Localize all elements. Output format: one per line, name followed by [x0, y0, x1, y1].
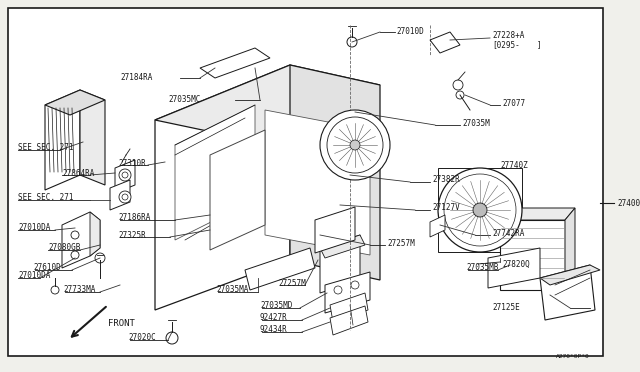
Polygon shape	[488, 248, 540, 288]
Text: 27184RA: 27184RA	[120, 74, 152, 83]
Text: 27077: 27077	[502, 99, 525, 109]
Polygon shape	[438, 168, 522, 252]
Polygon shape	[500, 220, 565, 290]
Text: SEE SEC. 271: SEE SEC. 271	[18, 144, 74, 153]
Polygon shape	[45, 90, 80, 190]
Text: 27228+A: 27228+A	[492, 32, 524, 41]
Text: 27820Q: 27820Q	[502, 260, 530, 269]
Text: 27733MA: 27733MA	[63, 285, 95, 295]
Polygon shape	[430, 215, 445, 237]
Text: SEE SEC. 271: SEE SEC. 271	[18, 193, 74, 202]
Polygon shape	[325, 272, 370, 313]
Circle shape	[119, 191, 131, 203]
Text: 27610D: 27610D	[33, 263, 61, 273]
Polygon shape	[155, 65, 290, 310]
Polygon shape	[565, 208, 575, 290]
Text: 27186RA: 27186RA	[118, 214, 150, 222]
Text: [0295-: [0295-	[492, 41, 520, 49]
Polygon shape	[265, 110, 370, 255]
Circle shape	[438, 168, 522, 252]
Circle shape	[327, 117, 383, 173]
Polygon shape	[80, 90, 105, 185]
Text: 27080GB: 27080GB	[48, 244, 81, 253]
Text: 92434R: 92434R	[260, 326, 288, 334]
Text: 27382R: 27382R	[432, 176, 460, 185]
Polygon shape	[245, 248, 315, 290]
Text: 27125E: 27125E	[492, 304, 520, 312]
Circle shape	[119, 169, 131, 181]
Text: 27010DA: 27010DA	[18, 272, 51, 280]
Text: 27742RA: 27742RA	[492, 228, 524, 237]
Circle shape	[122, 172, 128, 178]
Polygon shape	[540, 265, 595, 320]
Polygon shape	[540, 265, 600, 285]
Text: 27035MB: 27035MB	[466, 263, 499, 273]
Polygon shape	[45, 90, 105, 115]
Polygon shape	[315, 207, 355, 253]
Text: 27010DA: 27010DA	[18, 224, 51, 232]
Polygon shape	[210, 130, 265, 250]
Text: 27740Z: 27740Z	[500, 160, 528, 170]
Polygon shape	[62, 212, 100, 268]
Text: 27010D: 27010D	[396, 26, 424, 35]
Text: 27035M: 27035M	[462, 119, 490, 128]
Text: 92427R: 92427R	[260, 314, 288, 323]
Polygon shape	[430, 32, 460, 53]
Text: FRONT: FRONT	[108, 318, 135, 327]
Text: 27325R: 27325R	[118, 231, 146, 240]
Text: 27035MD: 27035MD	[260, 301, 292, 311]
Polygon shape	[500, 208, 575, 220]
Text: 27127V: 27127V	[432, 203, 460, 212]
Polygon shape	[200, 48, 270, 78]
Circle shape	[473, 203, 487, 217]
Polygon shape	[330, 306, 368, 335]
Text: 27864RA: 27864RA	[62, 169, 94, 177]
Polygon shape	[320, 235, 360, 293]
Text: 27400N: 27400N	[617, 199, 640, 208]
Text: 27257M: 27257M	[278, 279, 306, 288]
Polygon shape	[175, 105, 255, 240]
Text: 27035MA: 27035MA	[216, 285, 248, 295]
Text: ]: ]	[537, 41, 541, 49]
Polygon shape	[115, 160, 135, 193]
Polygon shape	[320, 235, 365, 258]
Circle shape	[122, 194, 128, 200]
Circle shape	[350, 140, 360, 150]
Polygon shape	[90, 212, 100, 256]
Polygon shape	[290, 65, 380, 280]
Circle shape	[320, 110, 390, 180]
Text: 27257M: 27257M	[387, 238, 415, 247]
Polygon shape	[110, 180, 130, 210]
Text: 27020C: 27020C	[128, 334, 156, 343]
Circle shape	[444, 174, 516, 246]
Text: A270*0P*0: A270*0P*0	[556, 353, 590, 359]
Text: 27310R: 27310R	[118, 158, 146, 167]
Polygon shape	[330, 293, 368, 322]
Polygon shape	[155, 65, 380, 140]
Text: 27035MC: 27035MC	[168, 96, 200, 105]
